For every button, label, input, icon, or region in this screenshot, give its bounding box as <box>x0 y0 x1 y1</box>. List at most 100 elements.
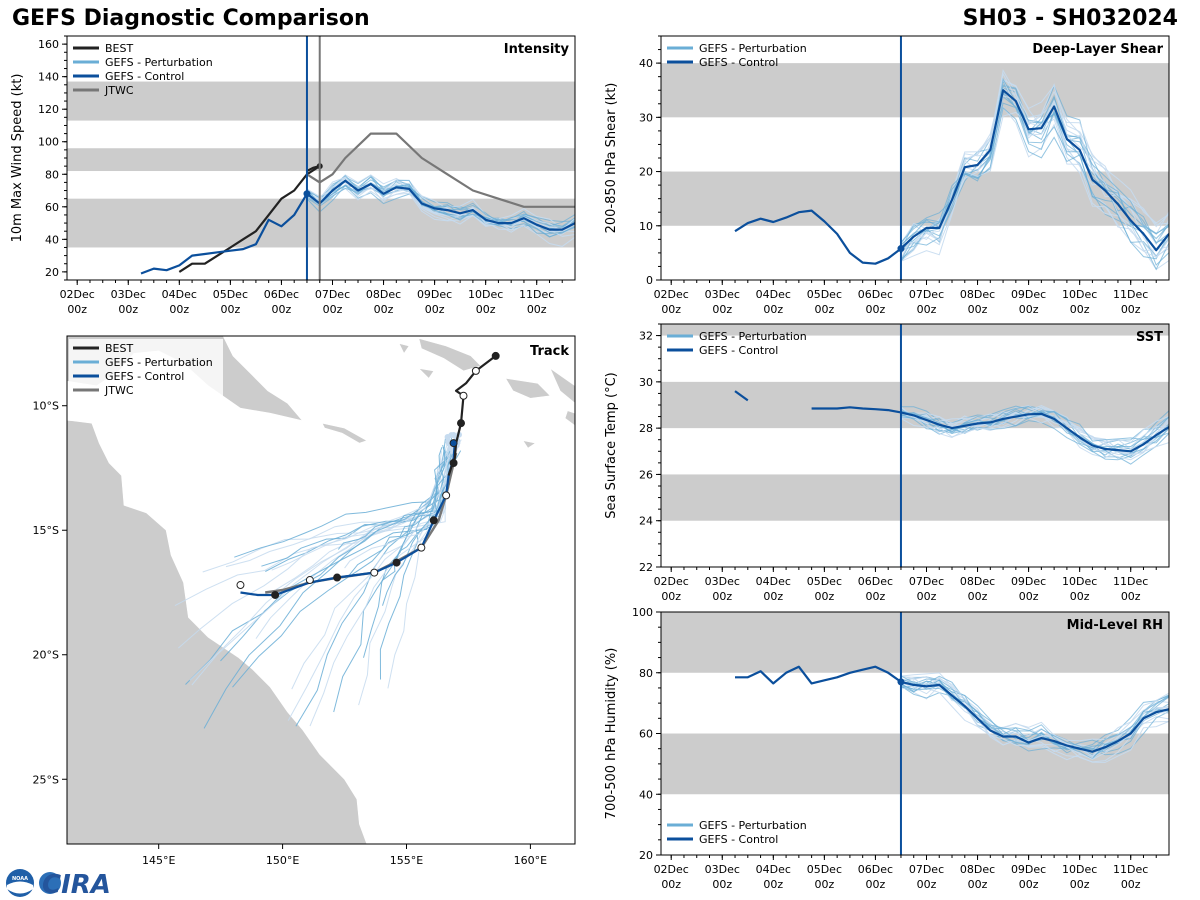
x-tick-date: 02Dec <box>654 575 689 588</box>
lat-tick-label: 15°S <box>33 524 59 537</box>
x-tick-date: 11Dec <box>1113 288 1148 301</box>
x-tick-date: 09Dec <box>1011 288 1046 301</box>
x-tick-date: 09Dec <box>1011 863 1046 876</box>
perturbation-line <box>900 78 1169 244</box>
x-tick-date: 03Dec <box>111 288 146 301</box>
x-tick-hour: 00z <box>118 303 138 316</box>
legend-label: GEFS - Perturbation <box>699 42 807 55</box>
x-tick-date: 06Dec <box>858 575 893 588</box>
series-gefs-control-a <box>734 390 749 402</box>
x-tick-hour: 00z <box>866 590 886 603</box>
lat-tick-label: 10°S <box>33 400 59 413</box>
x-tick-hour: 00z <box>712 590 732 603</box>
x-tick-date: 03Dec <box>705 288 740 301</box>
y-tick-label: 120 <box>38 103 59 116</box>
x-tick-hour: 00z <box>917 590 937 603</box>
plot-frame <box>660 323 1170 568</box>
map-frame <box>66 335 576 845</box>
perturbation-line <box>900 90 1169 262</box>
x-tick-date: 11Dec <box>1113 863 1148 876</box>
legend-label: GEFS - Control <box>105 70 184 83</box>
series-gefs-control <box>735 665 1169 753</box>
x-tick-hour: 00z <box>814 590 834 603</box>
perturbation-line <box>900 410 1169 449</box>
y-tick-label: 140 <box>38 71 59 84</box>
shaded-band <box>661 381 1169 429</box>
best-track-marker <box>471 366 480 375</box>
x-tick-date: 10Dec <box>1062 575 1097 588</box>
map-area <box>67 336 575 844</box>
noaa-seal-text: NOAA <box>12 876 28 882</box>
storm-id-title: SH03 - SH032024 <box>962 6 1178 31</box>
y-tick-label: 40 <box>639 57 653 70</box>
perturbation-track <box>337 447 446 550</box>
best-track-marker <box>449 459 458 467</box>
x-tick-date: 03Dec <box>705 863 740 876</box>
x-tick-date: 04Dec <box>756 575 791 588</box>
legend-label: GEFS - Perturbation <box>699 819 807 832</box>
x-tick-hour: 00z <box>374 303 394 316</box>
perturbation-track <box>363 450 462 658</box>
x-tick-date: 10Dec <box>1062 863 1097 876</box>
y-tick-label: 10 <box>639 220 653 233</box>
panel-title: Intensity <box>504 42 570 57</box>
y-axis-label: 10m Max Wind Speed (kt) <box>10 74 25 243</box>
land-islet-b <box>398 343 410 354</box>
x-tick-date: 11Dec <box>1113 575 1148 588</box>
shaded-band <box>661 733 1169 795</box>
x-tick-date: 04Dec <box>756 288 791 301</box>
x-tick-date: 05Dec <box>213 288 248 301</box>
x-tick-date: 11Dec <box>519 288 554 301</box>
y-tick-label: 20 <box>639 849 653 862</box>
perturbation-line <box>900 415 1169 455</box>
perturbation-line <box>900 106 1169 257</box>
x-tick-date: 07Dec <box>909 288 944 301</box>
lon-tick-label: 145°E <box>142 854 175 867</box>
x-tick-hour: 00z <box>220 303 240 316</box>
best-track-marker <box>457 419 466 428</box>
land-solomons-2 <box>505 377 551 399</box>
perturbation-line <box>900 77 1169 246</box>
y-axis-label: Sea Surface Temp (°C) <box>604 372 619 519</box>
x-tick-hour: 00z <box>968 303 988 316</box>
x-tick-hour: 00z <box>1019 590 1039 603</box>
lon-tick-label: 150°E <box>266 854 299 867</box>
legend-label: GEFS - Control <box>105 370 184 383</box>
x-tick-date: 06Dec <box>858 863 893 876</box>
land-louisiade <box>321 422 368 444</box>
legend-label: BEST <box>105 342 133 355</box>
x-tick-hour: 00z <box>425 303 445 316</box>
perturbation-line <box>900 83 1169 257</box>
legend-label: GEFS - Perturbation <box>699 330 807 343</box>
legend-label: JTWC <box>104 84 134 97</box>
track-marker <box>392 558 401 567</box>
x-tick-date: 05Dec <box>807 288 842 301</box>
y-tick-label: 28 <box>639 422 653 435</box>
shaded-band <box>67 148 575 172</box>
x-tick-date: 09Dec <box>1011 575 1046 588</box>
y-tick-label: 60 <box>639 728 653 741</box>
panel-title: Mid-Level RH <box>1067 618 1163 633</box>
x-tick-hour: 00z <box>814 878 834 891</box>
cira-logo: NOAA CIRA <box>6 869 111 900</box>
y-tick-label: 100 <box>632 606 653 619</box>
y-tick-label: 26 <box>639 468 653 481</box>
legend-label: GEFS - Perturbation <box>105 56 213 69</box>
lon-tick-label: 155°E <box>390 854 423 867</box>
x-tick-date: 03Dec <box>705 575 740 588</box>
perturbation-line <box>900 684 1169 754</box>
x-tick-hour: 00z <box>763 303 783 316</box>
track-marker <box>429 516 438 525</box>
track-marker <box>449 439 458 448</box>
panel-rh: 20 40 60 80 100 02Dec 00z 03Dec 00z 04Dec 00z 05Dec… <box>604 606 1170 891</box>
legend-label: GEFS - Control <box>699 833 778 846</box>
track-marker <box>333 573 342 582</box>
x-tick-date: 07Dec <box>909 575 944 588</box>
x-tick-date: 07Dec <box>909 863 944 876</box>
legend-label: GEFS - Control <box>699 344 778 357</box>
control-track <box>240 443 456 597</box>
plot-area <box>661 36 1169 280</box>
x-tick-date: 07Dec <box>315 288 350 301</box>
cira-globe <box>39 872 61 894</box>
